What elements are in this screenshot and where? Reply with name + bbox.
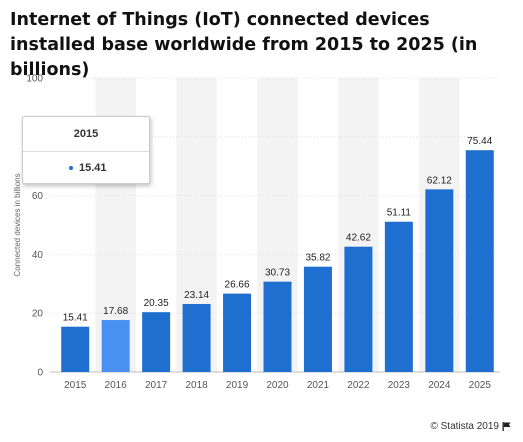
data-label: 15.41 (63, 313, 88, 324)
x-tick-label: 2025 (469, 380, 492, 391)
data-label: 62.12 (427, 175, 452, 186)
data-label: 20.35 (144, 298, 169, 309)
tooltip-row: 15.41 (23, 152, 149, 183)
y-tick-label: 100 (26, 74, 43, 85)
bar (425, 189, 454, 372)
bar (384, 221, 413, 372)
data-label: 51.11 (387, 208, 412, 219)
x-tick-label: 2015 (64, 380, 87, 391)
bar (303, 266, 332, 372)
bar (61, 326, 90, 372)
data-label: 42.62 (346, 233, 371, 244)
data-label: 30.73 (265, 268, 290, 279)
credit-text: © Statista 2019 (430, 421, 499, 432)
data-label: 35.82 (305, 253, 330, 264)
x-tick-label: 2023 (388, 380, 411, 391)
bar (465, 150, 494, 372)
flag-icon (502, 422, 511, 431)
tooltip-header: 2015 (23, 117, 149, 152)
x-tick-label: 2016 (105, 380, 128, 391)
x-tick-label: 2021 (307, 380, 330, 391)
bar (223, 293, 252, 372)
y-tick-label: 60 (32, 191, 44, 202)
x-tick-label: 2024 (428, 380, 451, 391)
y-tick-label: 20 (32, 309, 44, 320)
bar (182, 303, 211, 372)
data-label: 26.66 (225, 280, 250, 291)
tooltip-value: 15.41 (79, 161, 107, 174)
bar (263, 281, 292, 372)
x-tick-label: 2022 (347, 380, 370, 391)
statista-credit[interactable]: © Statista 2019 (430, 421, 511, 432)
bar (142, 312, 171, 372)
chart-title: Internet of Things (IoT) connected devic… (10, 10, 478, 80)
x-tick-label: 2019 (226, 380, 249, 391)
x-tick-label: 2020 (266, 380, 289, 391)
bar (344, 246, 373, 372)
data-label: 23.14 (184, 290, 209, 301)
y-tick-label: 0 (37, 368, 43, 379)
tooltip: 2015 15.41 (22, 116, 150, 184)
x-tick-label: 2018 (185, 380, 208, 391)
data-label: 75.44 (467, 136, 492, 147)
y-axis-title: Connected devices in billions (13, 173, 22, 276)
y-tick-label: 40 (32, 250, 44, 261)
x-tick-label: 2017 (145, 380, 168, 391)
bar (101, 320, 130, 372)
data-label: 17.68 (103, 306, 128, 317)
series-bullet-icon (69, 165, 73, 170)
